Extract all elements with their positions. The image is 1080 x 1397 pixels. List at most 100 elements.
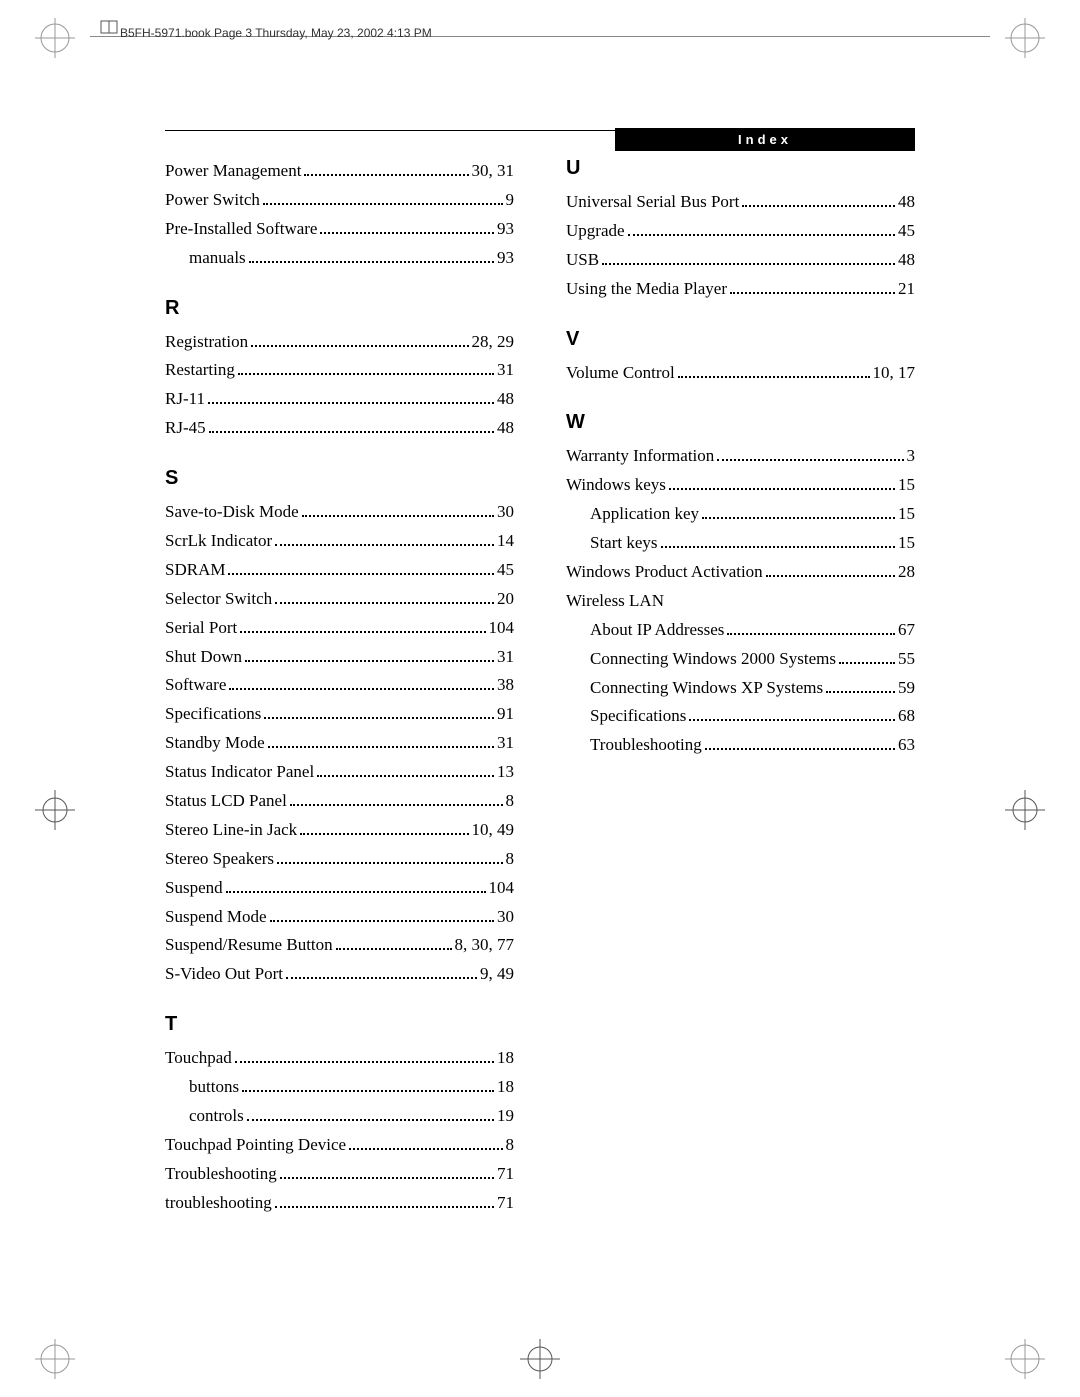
reg-mark-right (1005, 790, 1045, 830)
index-entry-page: 15 (898, 529, 915, 558)
index-entry-label: Selector Switch (165, 585, 272, 614)
index-entry: Restarting 31 (165, 356, 514, 385)
index-entry-label: Shut Down (165, 643, 242, 672)
index-entry: Suspend Mode 30 (165, 903, 514, 932)
index-entry: Start keys 15 (566, 529, 915, 558)
index-entry: Shut Down 31 (165, 643, 514, 672)
index-entry-label: Software (165, 671, 226, 700)
leader-dots (270, 920, 494, 922)
index-entry: Windows Product Activation 28 (566, 558, 915, 587)
leader-dots (678, 376, 870, 378)
index-entry-label: Touchpad Pointing Device (165, 1131, 346, 1160)
leader-dots (349, 1148, 502, 1150)
leader-dots (602, 263, 895, 265)
leader-dots (717, 459, 903, 461)
index-entry-label: Specifications (590, 702, 686, 731)
index-entry: Connecting Windows 2000 Systems 55 (566, 645, 915, 674)
index-entry: Save-to-Disk Mode 30 (165, 498, 514, 527)
index-entry: Troubleshooting 71 (165, 1160, 514, 1189)
index-entry-label: S-Video Out Port (165, 960, 283, 989)
section-S: S (165, 467, 514, 490)
index-entry: Serial Port 104 (165, 614, 514, 643)
index-entry-page: 31 (497, 356, 514, 385)
index-entry: Warranty Information 3 (566, 442, 915, 471)
index-entry-label: Troubleshooting (165, 1160, 277, 1189)
index-entry: Upgrade 45 (566, 217, 915, 246)
index-entry-page: 30, 31 (472, 157, 515, 186)
index-entry: buttons 18 (165, 1073, 514, 1102)
leader-dots (245, 660, 494, 662)
leader-dots (689, 719, 895, 721)
index-entry-page: 10, 49 (472, 816, 515, 845)
index-entry: Universal Serial Bus Port 48 (566, 188, 915, 217)
index-right-column: U Universal Serial Bus Port 48Upgrade 45… (566, 157, 915, 1218)
index-entry: Touchpad Pointing Device 8 (165, 1131, 514, 1160)
section-U: U (566, 157, 915, 180)
index-entry-page: 9 (506, 186, 515, 215)
leader-dots (275, 544, 494, 546)
index-entry-page: 8 (506, 787, 515, 816)
leader-dots (228, 573, 494, 575)
index-entry-label: USB (566, 246, 599, 275)
index-entry-label: Save-to-Disk Mode (165, 498, 299, 527)
leader-dots (263, 203, 503, 205)
index-entry-label: Suspend/Resume Button (165, 931, 333, 960)
index-entry: Status LCD Panel 8 (165, 787, 514, 816)
leader-dots (336, 948, 452, 950)
index-entry-page: 38 (497, 671, 514, 700)
index-entry-label: Suspend Mode (165, 903, 267, 932)
index-entry: RJ-11 48 (165, 385, 514, 414)
index-entry: Volume Control 10, 17 (566, 359, 915, 388)
index-entry: USB 48 (566, 246, 915, 275)
leader-dots (766, 575, 895, 577)
index-entry-label: About IP Addresses (590, 616, 724, 645)
index-entry-page: 45 (898, 217, 915, 246)
leader-dots (249, 261, 494, 263)
section-V: V (566, 328, 915, 351)
index-entry-label: Status Indicator Panel (165, 758, 314, 787)
leader-dots (209, 431, 494, 433)
index-tab: Index (615, 128, 915, 151)
index-entry-label: ScrLk Indicator (165, 527, 272, 556)
index-entry-page: 15 (898, 500, 915, 529)
index-entry: troubleshooting 71 (165, 1189, 514, 1218)
index-entry-page: 28, 29 (472, 328, 515, 357)
leader-dots (628, 234, 895, 236)
index-entry: Specifications 91 (165, 700, 514, 729)
index-entry-page: 19 (497, 1102, 514, 1131)
index-entry-page: 28 (898, 558, 915, 587)
index-entry-page: 8 (506, 1131, 515, 1160)
index-entry-label: RJ-11 (165, 385, 205, 414)
index-entry-label: Pre-Installed Software (165, 215, 317, 244)
index-entry: Power Switch 9 (165, 186, 514, 215)
index-entry-page: 67 (898, 616, 915, 645)
leader-dots (661, 546, 895, 548)
index-entry-page: 48 (497, 414, 514, 443)
index-entry-page: 71 (497, 1189, 514, 1218)
index-entry-label: Application key (590, 500, 699, 529)
index-entry-page: 55 (898, 645, 915, 674)
index-entry: Touchpad 18 (165, 1044, 514, 1073)
leader-dots (826, 691, 895, 693)
index-entry: Specifications 68 (566, 702, 915, 731)
index-entry-page: 20 (497, 585, 514, 614)
leader-dots (238, 373, 494, 375)
leader-dots (280, 1177, 494, 1179)
index-entry: Status Indicator Panel 13 (165, 758, 514, 787)
index-entry-label: Power Switch (165, 186, 260, 215)
leader-dots (242, 1090, 494, 1092)
crop-mark-tr (985, 18, 1045, 58)
leader-dots (277, 862, 502, 864)
index-entry: Registration 28, 29 (165, 328, 514, 357)
index-entry: Suspend 104 (165, 874, 514, 903)
index-entry-page: 59 (898, 674, 915, 703)
leader-dots (669, 488, 895, 490)
index-entry: Selector Switch 20 (165, 585, 514, 614)
index-entry-page: 93 (497, 215, 514, 244)
leader-dots (839, 662, 895, 664)
index-entry-page: 48 (497, 385, 514, 414)
index-entry: Wireless LAN (566, 587, 915, 616)
leader-dots (286, 977, 477, 979)
index-entry-page: 13 (497, 758, 514, 787)
index-entry-page: 8 (506, 845, 515, 874)
